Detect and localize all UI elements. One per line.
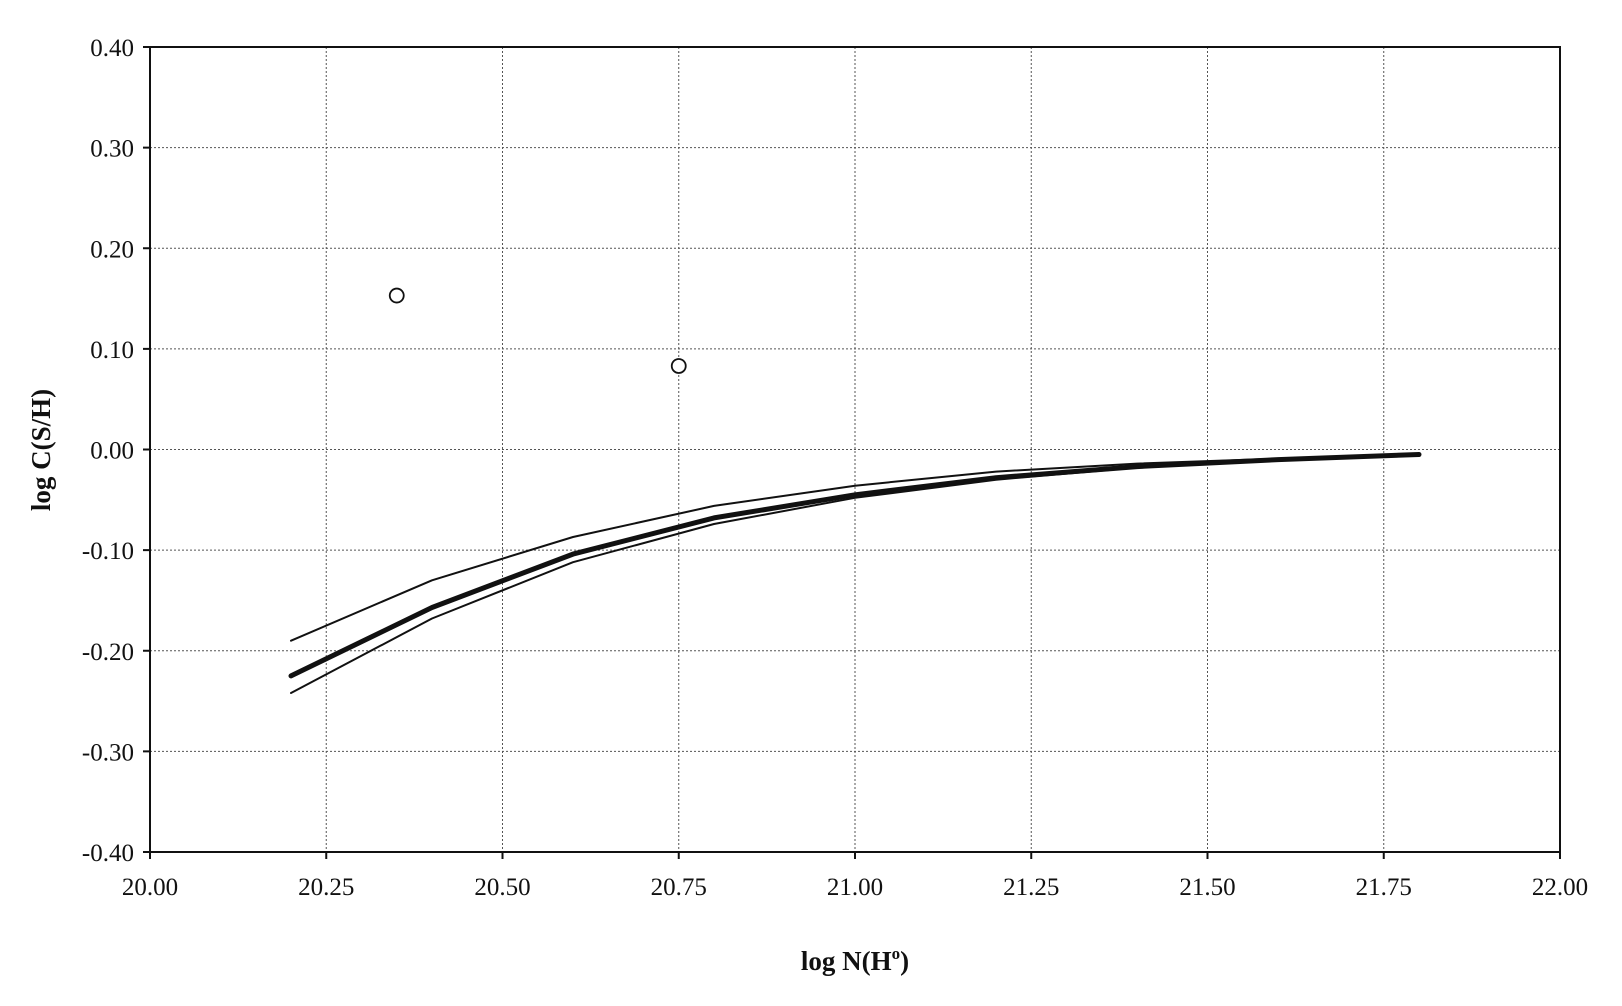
y-tick-label: 0.00 [90,438,134,465]
scatter-points [388,287,687,374]
x-tick-labels: 20.00 20.25 20.50 20.75 21.00 21.25 21.50 21.75… [122,874,1588,901]
x-tick-label: 21.00 [827,874,883,901]
x-tick-label: 21.25 [1003,874,1059,901]
y-tick-label: -0.30 [82,739,134,766]
x-axis-title-main: log N(H [801,946,892,976]
x-tick-label: 20.25 [298,874,354,901]
y-tick-label: 0.30 [90,136,134,163]
y-tick-label: -0.20 [82,639,134,666]
y-axis-title: log C(S/H) [26,389,56,511]
y-tick-label: 0.20 [90,236,134,263]
y-tick-label: 0.40 [90,35,134,62]
axis-ticks [143,46,1561,859]
x-tick-label: 20.50 [474,874,530,901]
scatter-point [670,358,687,374]
x-tick-label: 22.00 [1532,874,1588,901]
x-axis-title-sup: o [892,944,901,963]
y-tick-label: -0.40 [82,840,134,867]
y-tick-label: -0.10 [82,538,134,565]
grid-lines [150,47,1560,852]
x-tick-label: 21.75 [1356,874,1412,901]
lower-bound-line [290,454,1420,694]
x-axis-title-tail: ) [900,946,909,976]
x-axis-title: log N(Ho) [801,944,909,976]
scatter-point [388,287,405,304]
y-tick-labels: 0.40 0.30 0.20 0.10 0.00 -0.10 -0.20 -0.30 -0.40 [82,35,134,867]
x-tick-label: 21.50 [1179,874,1235,901]
y-tick-label: 0.10 [90,337,134,364]
series-lines [288,452,1422,694]
x-tick-label: 20.00 [122,874,178,901]
x-tick-label: 20.75 [651,874,707,901]
